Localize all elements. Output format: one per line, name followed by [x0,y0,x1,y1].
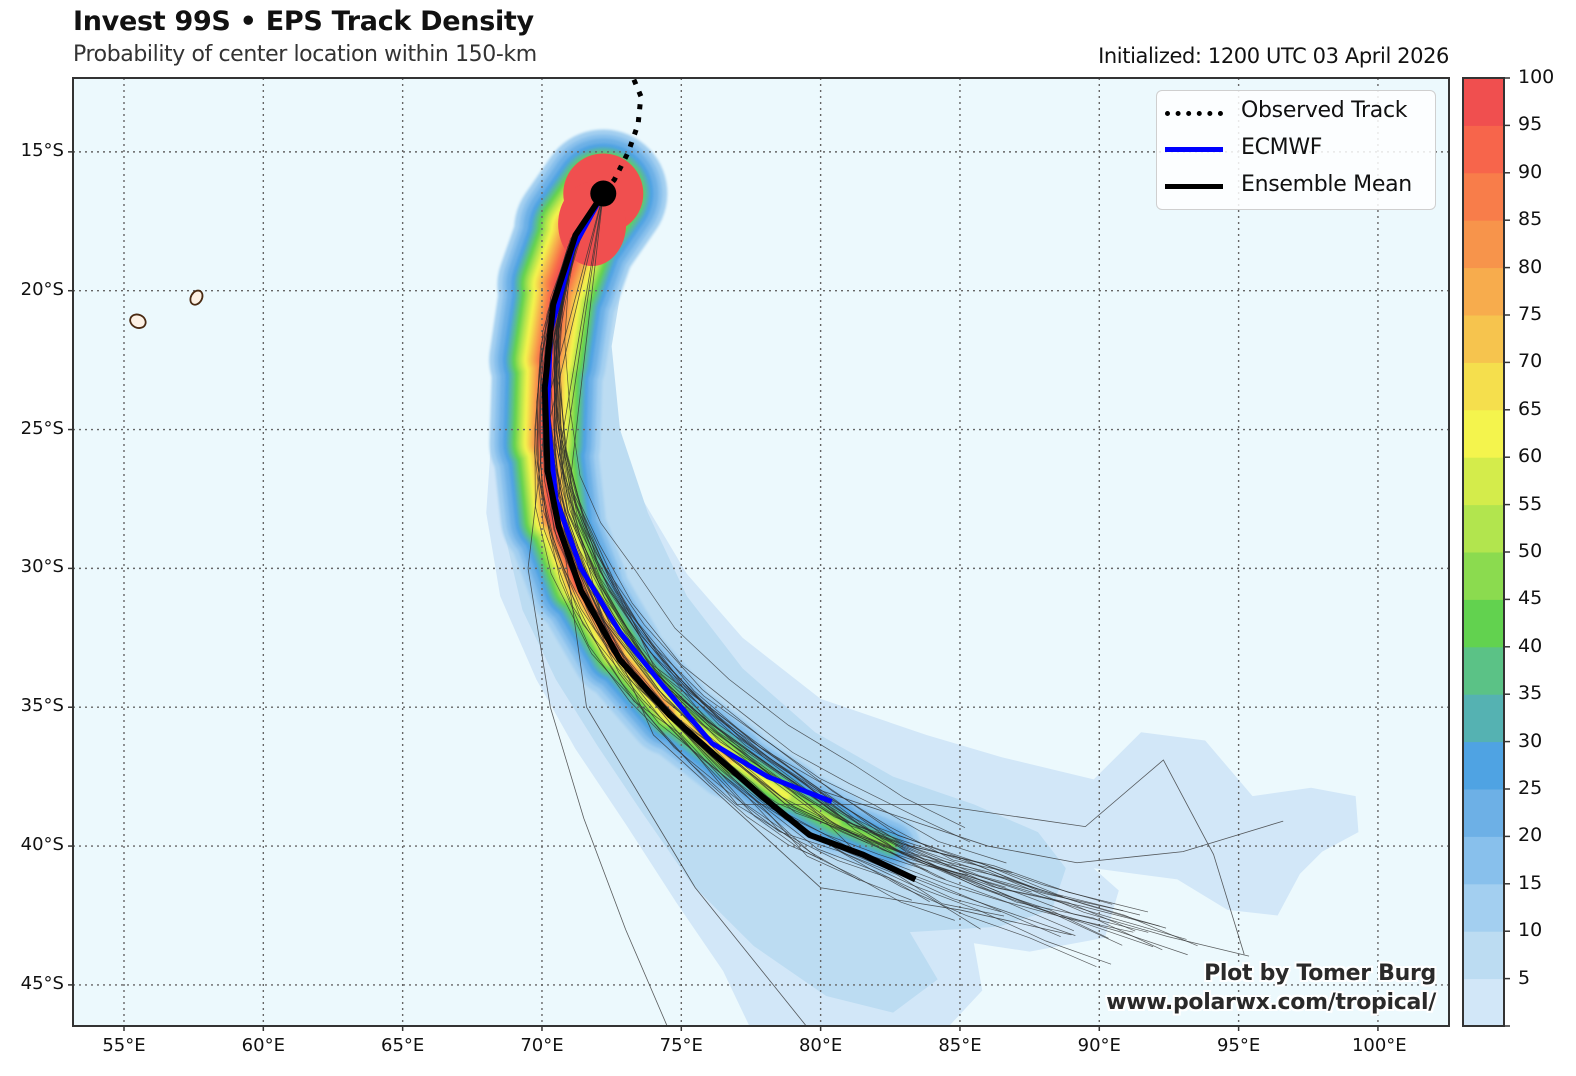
colorbar-tick-label: 75 [1518,303,1543,325]
colorbar-tick-label: 5 [1518,966,1531,989]
colorbar-tick-label: 100 [1518,66,1555,88]
colorbar-tick-label: 45 [1518,587,1543,610]
member-track [558,193,1109,939]
colorbar-tick-label: 35 [1518,682,1543,705]
ecmwf-track [545,192,833,804]
island-mauritius [189,289,204,306]
chart-subtitle: Probability of center location within 15… [73,42,537,67]
lon-tick-label: 90°E [1077,1035,1121,1056]
storm-center-marker [590,180,617,207]
colorbar-segment [1463,931,1504,980]
lon-tick-label: 70°E [520,1035,564,1056]
lon-tick-label: 55°E [102,1035,146,1056]
legend-label: ECMWF [1241,135,1323,160]
colorbar-segment [1463,836,1504,885]
member-track [557,193,1198,947]
member-track [534,193,930,903]
observed-track [601,78,644,196]
lat-tick-label: 15°S [20,139,64,161]
legend-item-ensemble-mean: Ensemble Mean [1157,169,1435,203]
lon-tick-label: 60°E [241,1035,285,1056]
colorbar-segment [1463,172,1504,221]
legend-item-ecmwf: ECMWF [1157,132,1435,166]
colorbar-segment [1463,599,1504,648]
colorbar-segment [1463,741,1504,790]
dotted-line-icon [1165,111,1223,116]
lon-tick-label: 95°E [1216,1035,1261,1056]
colorbar-tick-label: 80 [1518,255,1543,278]
colorbar-tick-label: 40 [1518,634,1543,657]
lat-tick-label: 30°S [20,556,64,578]
lat-tick-label: 20°S [20,278,64,300]
legend-label: Observed Track [1241,98,1408,123]
colorbar-tick-label: 55 [1518,492,1543,515]
credit-author: Plot by Tomer Burg [1204,961,1436,986]
member-track-outlier [569,193,1284,864]
colorbar-segment [1463,125,1504,174]
lon-tick-label: 85°E [938,1035,982,1056]
colorbar-segment [1463,883,1504,932]
colorbar-segment [1463,78,1504,126]
colorbar-segment [1463,267,1504,316]
axis-ticks [68,151,1379,1031]
colorbar-tick-label: 60 [1518,445,1543,468]
lon-tick-label: 75°E [659,1035,703,1056]
colorbar-tick-label: 30 [1518,729,1543,752]
chart-title: Invest 99S • EPS Track Density [73,6,534,37]
colorbar-segment [1463,552,1504,600]
member-track-outlier [547,193,807,1026]
colorbar-segment [1463,409,1504,458]
land-layer [129,289,204,329]
member-track [556,193,1113,905]
legend: Observed Track ECMWF Ensemble Mean [1156,90,1436,210]
colorbar-tick-label: 90 [1518,160,1543,183]
colorbar-tick-label: 20 [1518,824,1543,847]
colorbar-tick-label: 70 [1518,350,1543,373]
member-track [534,193,1005,917]
member-track-outlier [555,193,1072,936]
lon-tick-label: 100°E [1351,1035,1407,1056]
colorbar [1462,77,1510,1027]
colorbar-segment [1463,457,1504,506]
colorbar-segment [1463,220,1504,269]
colorbar-segment [1463,646,1504,695]
ensemble-mean-track [541,191,917,883]
colorbar-tick-label: 95 [1518,113,1543,136]
colorbar-tick-label: 25 [1518,777,1543,799]
credit-url: www.polarwx.com/tropical/ [1106,990,1436,1015]
colorbar-segment [1463,789,1504,837]
lat-tick-label: 40°S [20,834,64,856]
colorbar-tick-label: 50 [1518,540,1543,562]
colorbar-segment [1463,978,1504,1027]
legend-item-observed-track: Observed Track [1157,95,1435,129]
legend-label: Ensemble Mean [1241,172,1412,197]
colorbar-tick-label: 15 [1518,871,1543,894]
member-track [564,193,966,829]
lon-tick-label: 80°E [798,1035,843,1056]
colorbar-tick-label: 85 [1518,208,1543,231]
track-lines [541,78,917,883]
colorbar-tick-label: 65 [1518,397,1543,420]
black-line-icon [1165,184,1223,189]
island-reunion [129,313,147,329]
colorbar-segment [1463,694,1504,743]
colorbar-tick-label: 10 [1518,919,1543,942]
colorbar-segment [1463,504,1504,553]
lon-tick-label: 65°E [381,1035,425,1056]
plot-frame [72,77,1450,1027]
lat-tick-label: 25°S [20,417,64,439]
member-track [536,193,929,872]
member-track-outlier [558,193,1245,955]
lat-tick-label: 35°S [20,695,64,717]
colorbar-segment [1463,362,1504,411]
blue-line-icon [1165,147,1223,152]
member-track [554,193,1097,967]
initialized-timestamp: Initialized: 1200 UTC 03 April 2026 [1098,44,1449,68]
colorbar-segment [1463,315,1504,363]
lat-tick-label: 45°S [20,972,64,994]
